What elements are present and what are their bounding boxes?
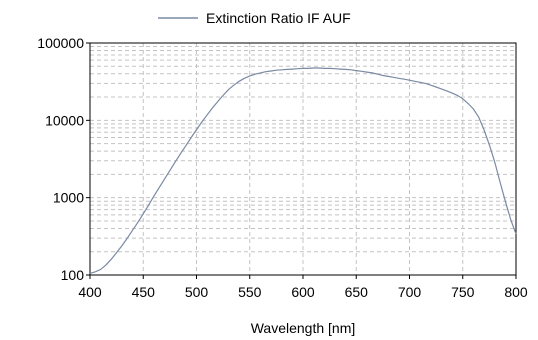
x-tick-label: 450 [132, 284, 156, 300]
y-tick-label: 10000 [45, 112, 84, 128]
y-tick-label: 100 [61, 267, 85, 283]
x-tick-label: 650 [345, 284, 369, 300]
x-tick-label: 800 [504, 284, 528, 300]
legend: Extinction Ratio IF AUF [158, 10, 351, 26]
y-tick-label: 1000 [53, 190, 84, 206]
grid [90, 43, 516, 275]
x-axis-title: Wavelength [nm] [251, 320, 356, 336]
tick-labels: 400 450 500 550 600 650 700 750 800 100 1000 10000 1… [37, 35, 528, 300]
y-tick-label: 100000 [37, 35, 84, 51]
x-tick-label: 550 [238, 284, 262, 300]
legend-label: Extinction Ratio IF AUF [206, 10, 351, 26]
x-tick-label: 700 [398, 284, 422, 300]
x-tick-label: 500 [185, 284, 209, 300]
x-tick-label: 600 [291, 284, 315, 300]
x-tick-label: 750 [451, 284, 475, 300]
series-line [89, 67, 517, 274]
x-tick-label: 400 [78, 284, 102, 300]
